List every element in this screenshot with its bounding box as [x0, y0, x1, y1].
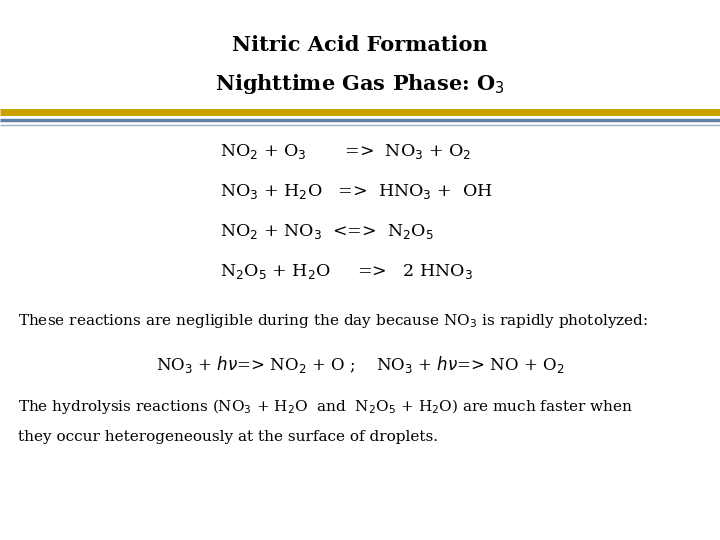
Text: The hydrolysis reactions (NO$_3$ + H$_2$O  and  N$_2$O$_5$ + H$_2$O) are much fa: The hydrolysis reactions (NO$_3$ + H$_2$…: [18, 397, 633, 416]
Text: These reactions are negligible during the day because NO$_3$ is rapidly photolyz: These reactions are negligible during th…: [18, 312, 648, 330]
Text: NO$_3$ + H$_2$O   =>  HNO$_3$ +  OH: NO$_3$ + H$_2$O => HNO$_3$ + OH: [220, 182, 492, 201]
Text: NO$_2$ + O$_3$       =>  NO$_3$ + O$_2$: NO$_2$ + O$_3$ => NO$_3$ + O$_2$: [220, 142, 471, 161]
Text: NO$_3$ + $h\nu$=> NO$_2$ + O ;    NO$_3$ + $h\nu$=> NO + O$_2$: NO$_3$ + $h\nu$=> NO$_2$ + O ; NO$_3$ + …: [156, 354, 564, 375]
Text: Nighttime Gas Phase: O$_3$: Nighttime Gas Phase: O$_3$: [215, 72, 505, 96]
Text: Nitric Acid Formation: Nitric Acid Formation: [232, 35, 488, 55]
Text: they occur heterogeneously at the surface of droplets.: they occur heterogeneously at the surfac…: [18, 430, 438, 444]
Text: N$_2$O$_5$ + H$_2$O     =>   2 HNO$_3$: N$_2$O$_5$ + H$_2$O => 2 HNO$_3$: [220, 262, 473, 281]
Text: NO$_2$ + NO$_3$  <=>  N$_2$O$_5$: NO$_2$ + NO$_3$ <=> N$_2$O$_5$: [220, 222, 433, 241]
